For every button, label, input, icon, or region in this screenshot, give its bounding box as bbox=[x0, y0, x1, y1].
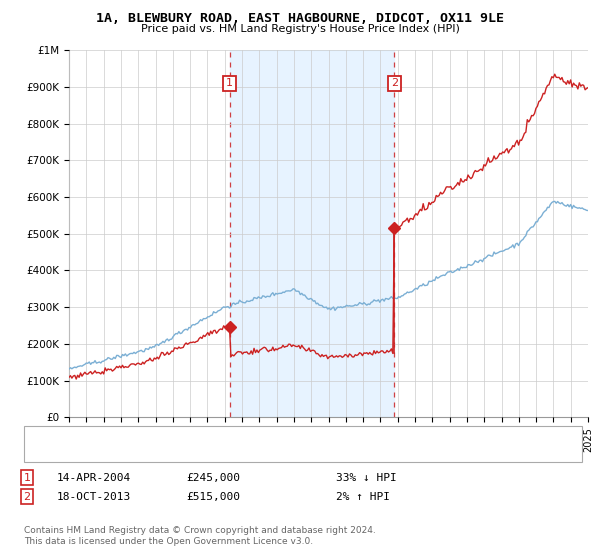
Text: 2: 2 bbox=[23, 492, 31, 502]
Text: 1: 1 bbox=[23, 473, 31, 483]
Text: 1A, BLEWBURY ROAD, EAST HAGBOURNE, DIDCOT, OX11 9LE: 1A, BLEWBURY ROAD, EAST HAGBOURNE, DIDCO… bbox=[96, 12, 504, 25]
Text: 1: 1 bbox=[226, 78, 233, 88]
Text: 2: 2 bbox=[391, 78, 398, 88]
Text: Price paid vs. HM Land Registry's House Price Index (HPI): Price paid vs. HM Land Registry's House … bbox=[140, 24, 460, 34]
Text: HPI: Average price, detached house, South Oxfordshire: HPI: Average price, detached house, Sout… bbox=[69, 446, 356, 456]
Text: 2% ↑ HPI: 2% ↑ HPI bbox=[336, 492, 390, 502]
Text: 14-APR-2004: 14-APR-2004 bbox=[57, 473, 131, 483]
Bar bbox=[230, 50, 394, 417]
Text: £245,000: £245,000 bbox=[186, 473, 240, 483]
Text: ———: ——— bbox=[39, 427, 76, 441]
Text: ———: ——— bbox=[39, 444, 76, 458]
Text: 1A, BLEWBURY ROAD, EAST HAGBOURNE, DIDCOT, OX11 9LE (detached house): 1A, BLEWBURY ROAD, EAST HAGBOURNE, DIDCO… bbox=[69, 429, 482, 439]
Text: £515,000: £515,000 bbox=[186, 492, 240, 502]
Text: 33% ↓ HPI: 33% ↓ HPI bbox=[336, 473, 397, 483]
Text: Contains HM Land Registry data © Crown copyright and database right 2024.
This d: Contains HM Land Registry data © Crown c… bbox=[24, 526, 376, 546]
Text: 18-OCT-2013: 18-OCT-2013 bbox=[57, 492, 131, 502]
